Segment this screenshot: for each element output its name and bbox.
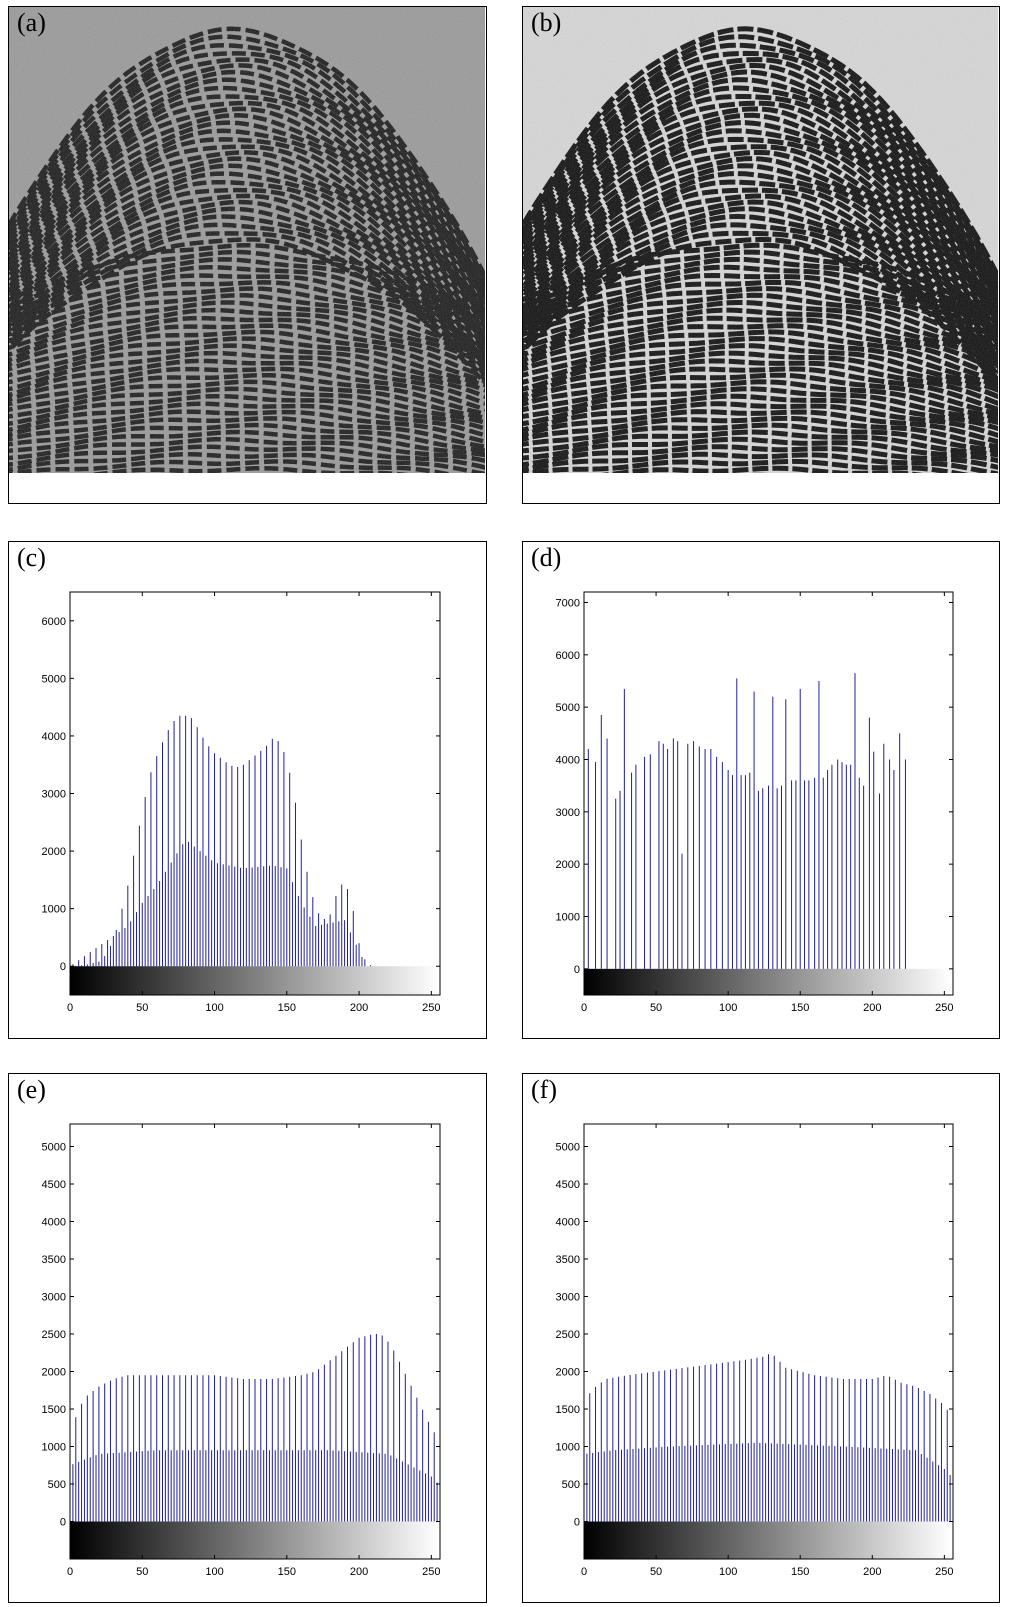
histogram-bars: [69, 1334, 438, 1522]
x-tick-label: 0: [581, 1002, 587, 1014]
fingerprint-original-image: [9, 7, 485, 473]
y-tick-label: 2000: [42, 1367, 66, 1379]
panel-label-c: (c): [17, 543, 46, 572]
y-tick-label: 3000: [42, 789, 66, 801]
x-tick-label: 150: [791, 1566, 809, 1578]
y-tick-label: 1000: [42, 1442, 66, 1454]
panel-label-e: (e): [17, 1075, 46, 1104]
x-tick-label: 50: [136, 1566, 148, 1578]
y-tick-label: 500: [48, 1479, 66, 1491]
x-tick-label: 200: [863, 1566, 881, 1578]
plot-frame: [583, 591, 954, 996]
histogram-c: 0 1000 2000 3000 4000 5000 6000 0 50 100 150 200 250: [42, 591, 441, 1014]
y-tick-label: 4000: [42, 1217, 66, 1229]
x-tick-label: 150: [278, 1566, 296, 1578]
y-tick-label: 4500: [42, 1179, 66, 1191]
histogram-bars: [587, 673, 906, 969]
x-tick-label: 100: [205, 1002, 223, 1014]
y-tick-label: 5000: [556, 702, 580, 714]
y-tick-label: 1500: [556, 1404, 580, 1416]
panel-b: (b): [522, 6, 1000, 504]
y-tick-label: 4000: [556, 754, 580, 766]
panel-label-f: (f): [531, 1075, 557, 1104]
fingerprint-enhanced-image: [523, 7, 998, 473]
y-tick-label: 6000: [42, 616, 66, 628]
y-tick-label: 3000: [556, 807, 580, 819]
y-tick-label: 2000: [556, 859, 580, 871]
x-tick-label: 250: [935, 1566, 953, 1578]
y-tick-label: 3000: [42, 1292, 66, 1304]
grayscale-colorbar: [70, 1521, 439, 1559]
y-tick-label: 3500: [556, 1254, 580, 1266]
x-tick-label: 0: [67, 1566, 73, 1578]
x-tick-label: 150: [791, 1002, 809, 1014]
y-tick-label: 6000: [556, 650, 580, 662]
y-tick-label: 1000: [556, 911, 580, 923]
histogram-f: 0500100015002000250030003500400045005000…: [556, 1123, 954, 1578]
y-tick-label: 2500: [42, 1329, 66, 1341]
x-tick-label: 250: [422, 1566, 440, 1578]
histogram-e: 0500100015002000250030003500400045005000…: [42, 1123, 441, 1578]
y-tick-label: 2500: [556, 1329, 580, 1341]
panel-label-a: (a): [17, 8, 46, 37]
x-tick-label: 200: [863, 1002, 881, 1014]
x-tick-label: 250: [422, 1002, 440, 1014]
x-tick-label: 100: [205, 1566, 223, 1578]
y-tick-label: 4000: [42, 731, 66, 743]
panel-e: 0 500 1000 1500 2000 2500 3000 3500 4000 4500 5000…: [8, 1073, 487, 1603]
y-tick-label: 500: [562, 1479, 580, 1491]
panel-f: 0 500 1000 1500 2000 2500 3000 3500 4000 4500 5000…: [522, 1073, 1000, 1603]
y-tick-label: 3000: [556, 1292, 580, 1304]
panel-label-d: (d): [531, 543, 562, 572]
y-tick-label: 5000: [42, 1142, 66, 1154]
y-tick-label: 0: [60, 961, 66, 973]
y-tick-label: 5000: [42, 673, 66, 685]
panel-a: (a): [8, 6, 487, 504]
y-tick-label: 1500: [42, 1404, 66, 1416]
histogram-bars: [72, 715, 372, 967]
y-tick-label: 2000: [42, 846, 66, 858]
histogram-d: 0 1000 2000 3000 4000 5000 6000 7000 0 50 100 150 20…: [556, 591, 954, 1014]
x-tick-label: 100: [719, 1002, 737, 1014]
y-tick-label: 2000: [556, 1367, 580, 1379]
y-tick-label: 0: [574, 964, 580, 976]
x-tick-label: 50: [650, 1566, 662, 1578]
plot-frame: [69, 1123, 441, 1560]
y-tick-label: 5000: [556, 1142, 580, 1154]
histogram-bars: [583, 1354, 951, 1522]
plot-frame: [583, 1123, 954, 1560]
x-tick-label: 200: [350, 1566, 368, 1578]
y-tick-label: 4500: [556, 1179, 580, 1191]
x-tick-label: 100: [719, 1566, 737, 1578]
panel-label-b: (b): [531, 8, 562, 37]
x-tick-label: 0: [581, 1566, 587, 1578]
y-tick-label: 7000: [556, 597, 580, 609]
x-tick-label: 50: [136, 1002, 148, 1014]
grayscale-colorbar: [584, 1521, 952, 1559]
y-tick-label: 1000: [42, 904, 66, 916]
panel-d: 0 1000 2000 3000 4000 5000 6000 7000 0 50 100 150 20…: [522, 541, 1000, 1039]
panel-c: 0 1000 2000 3000 4000 5000 6000 0 50 100 150 200 250…: [8, 541, 487, 1039]
y-tick-label: 1000: [556, 1442, 580, 1454]
x-tick-label: 50: [650, 1002, 662, 1014]
y-tick-label: 3500: [42, 1254, 66, 1266]
grayscale-colorbar: [70, 966, 439, 995]
x-tick-label: 250: [935, 1002, 953, 1014]
y-tick-label: 0: [60, 1517, 66, 1529]
y-tick-label: 4000: [556, 1217, 580, 1229]
grayscale-colorbar: [584, 968, 952, 995]
x-tick-label: 150: [278, 1002, 296, 1014]
x-tick-label: 200: [350, 1002, 368, 1014]
x-tick-label: 0: [67, 1002, 73, 1014]
y-tick-label: 0: [574, 1517, 580, 1529]
